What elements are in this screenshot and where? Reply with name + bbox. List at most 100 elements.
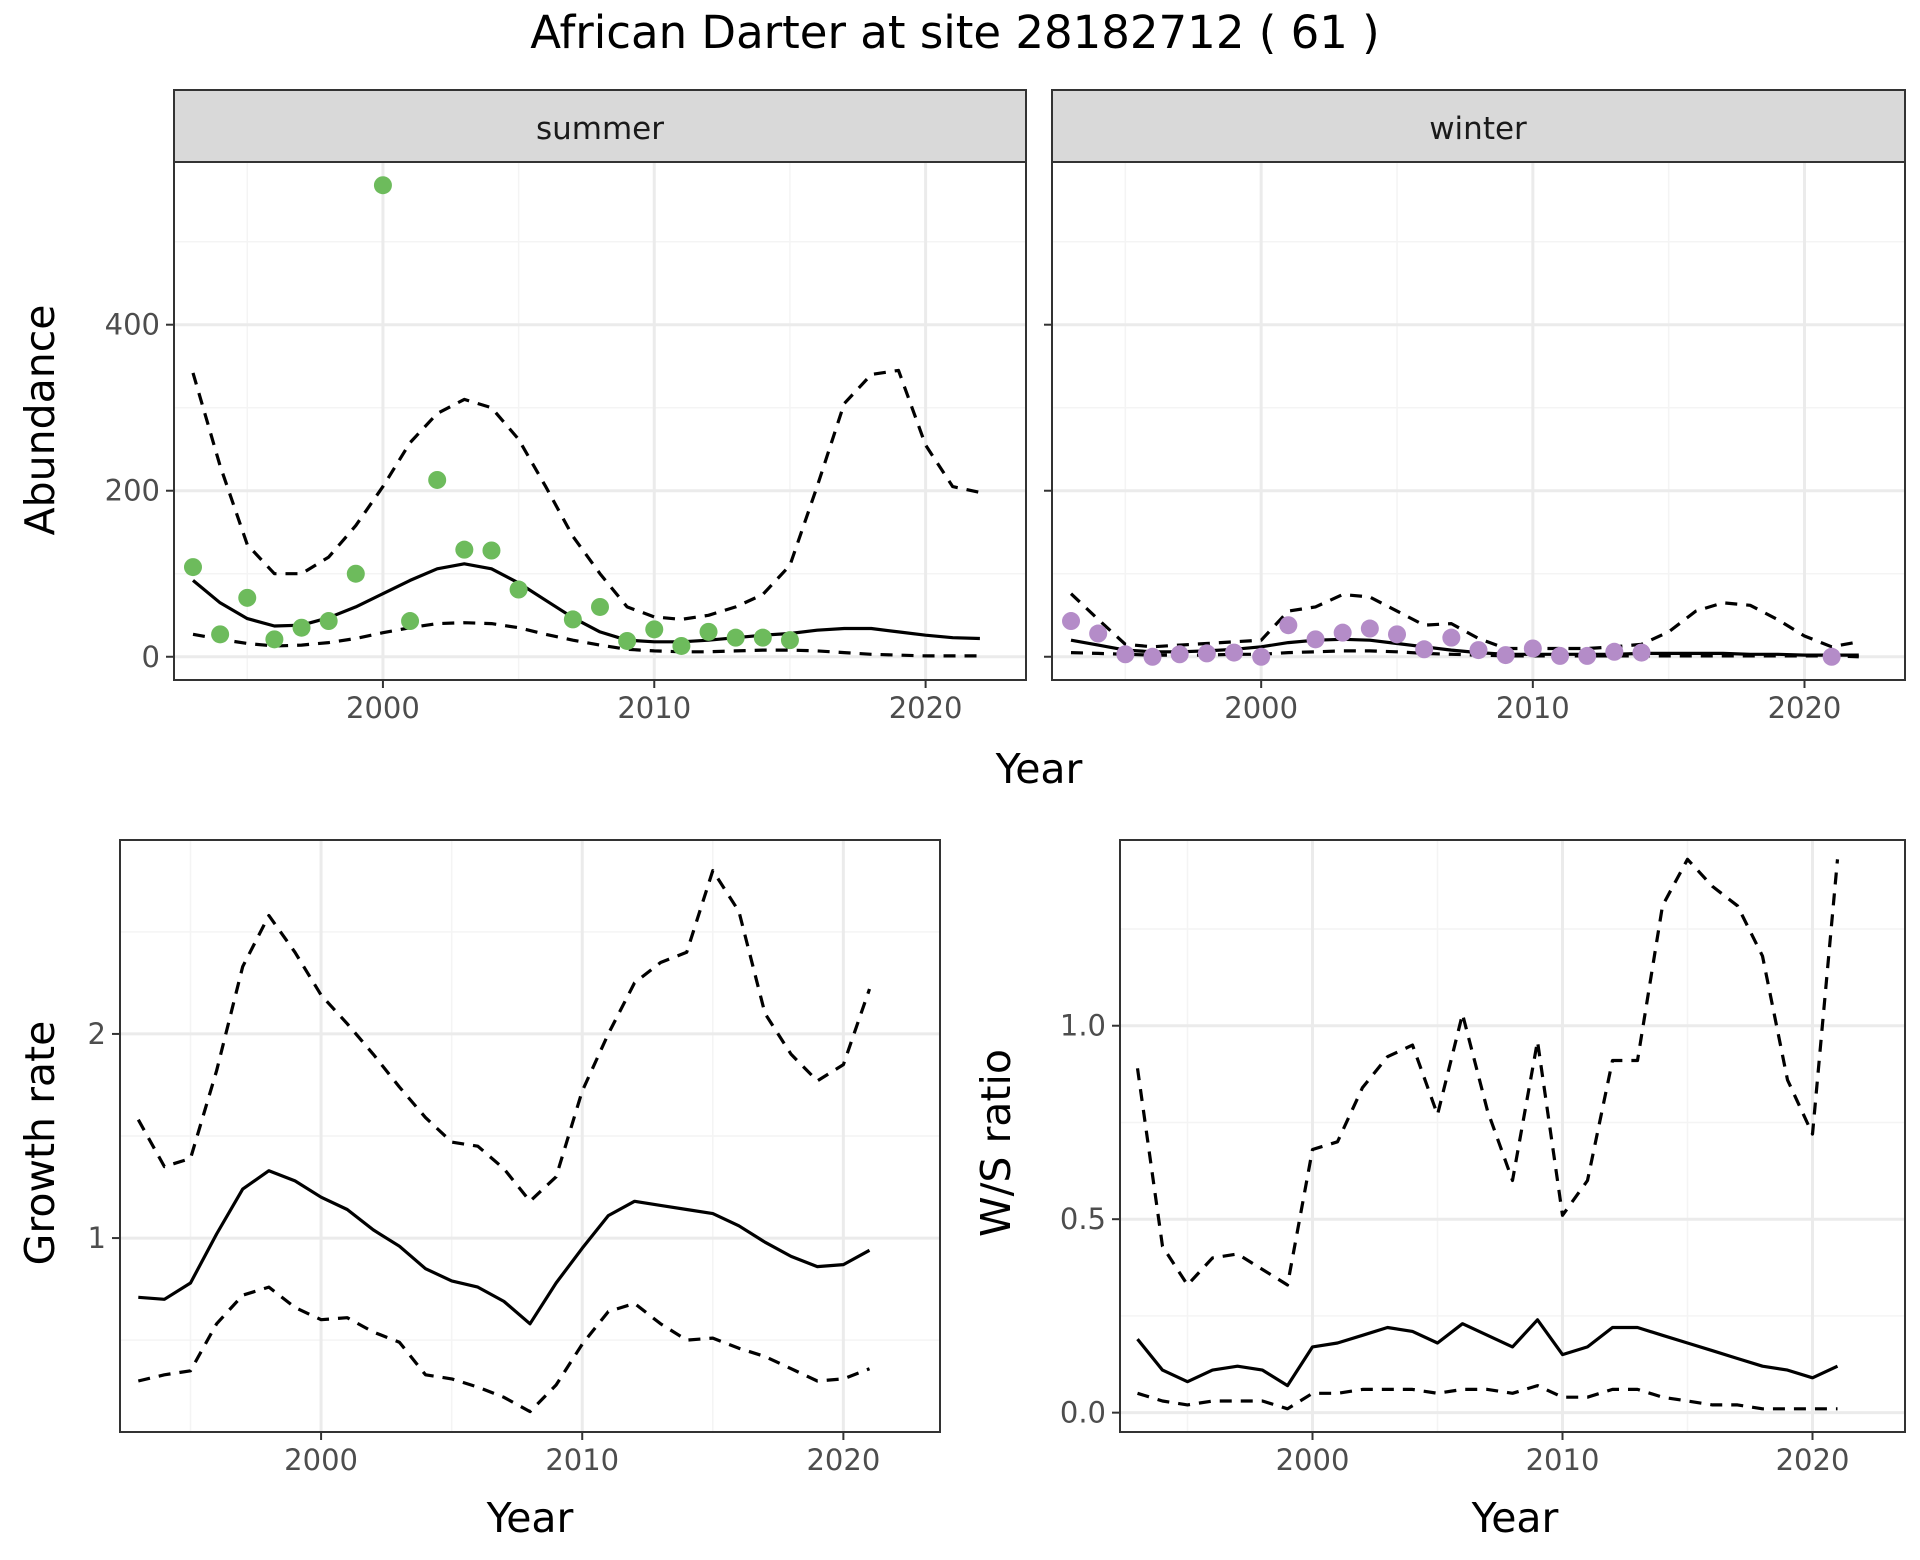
x-tick-label: 2020 (806, 1443, 880, 1477)
data-point-winter (1062, 612, 1081, 631)
data-point-summer (183, 558, 202, 577)
data-point-winter (1225, 643, 1244, 662)
data-point-winter (1197, 644, 1216, 663)
y-tick-label: 1 (88, 1221, 106, 1255)
data-point-winter (1252, 647, 1271, 666)
data-point-summer (563, 610, 582, 629)
data-point-summer (401, 612, 420, 631)
data-point-winter (1089, 624, 1108, 643)
series-layer (1069, 592, 1860, 659)
data-point-summer (591, 597, 609, 616)
data-point-summer (753, 628, 772, 647)
series-layer (136, 868, 872, 1414)
data-point-summer (455, 540, 474, 559)
y-axis-title-growth: Growth rate (16, 1021, 64, 1266)
data-point-summer (319, 612, 338, 631)
series-layer (1135, 857, 1840, 1411)
solid-trend-line (1070, 637, 1859, 657)
dashed-interval-line (191, 368, 981, 622)
data-point-winter (1496, 646, 1515, 665)
y-tick-label: 400 (105, 308, 160, 342)
strip-label-winter: winter (1429, 111, 1527, 147)
panel-ws-ratio: 2000 2010 2020 0.0 0.5 1.0 (1060, 839, 1906, 1477)
panel-border (173, 161, 1027, 681)
panel-abundance-winter: winter 2000 2010 2020 (1044, 89, 1906, 725)
dashed-interval-line (1135, 857, 1840, 1287)
solid-trend-line (191, 562, 980, 644)
x-tick-label: 2000 (1224, 691, 1298, 725)
data-point-winter (1333, 623, 1352, 642)
x-axis-title-ws: Year (1471, 1494, 1559, 1542)
series-layer (191, 368, 981, 658)
data-point-winter (1605, 642, 1624, 661)
x-tick-label: 2020 (1776, 1443, 1850, 1477)
x-tick-label: 2010 (1526, 1443, 1600, 1477)
x-tick-label: 2020 (1768, 691, 1842, 725)
data-point-winter (1116, 645, 1135, 664)
y-axis-title-abundance: Abundance (16, 305, 64, 536)
x-tick-label: 2020 (889, 691, 963, 725)
x-tick-label: 2010 (545, 1443, 619, 1477)
solid-trend-line (138, 1169, 871, 1326)
y-tick-label: 0 (142, 640, 160, 674)
data-point-winter (1469, 641, 1488, 660)
data-point-summer (292, 618, 311, 637)
data-point-summer (618, 631, 637, 650)
panel-border (1051, 161, 1906, 681)
strip-winter (1051, 89, 1906, 163)
data-point-winter (1442, 628, 1461, 647)
data-point-winter (1578, 646, 1597, 665)
data-point-summer (672, 636, 691, 655)
strip-label-summer: summer (536, 111, 664, 147)
data-point-winter (1415, 640, 1434, 659)
x-tick-label: 2000 (346, 691, 420, 725)
x-tick-label: 2000 (284, 1443, 358, 1477)
data-point-summer (699, 622, 718, 641)
panel-abundance-summer: summer 2000 2010 2020 0 200 400 (105, 89, 1027, 725)
data-point-winter (1632, 643, 1651, 662)
data-point-summer (211, 625, 230, 644)
y-tick-label: 200 (105, 474, 160, 508)
data-point-winter (1523, 639, 1542, 658)
x-axis-title-abundance: Year (995, 745, 1083, 793)
y-tick-label: 0.5 (1060, 1202, 1106, 1236)
data-point-summer (726, 628, 745, 647)
dashed-interval-line (1137, 1383, 1838, 1411)
x-axis-title-growth: Year (486, 1494, 574, 1542)
data-point-winter (1306, 630, 1325, 649)
data-point-summer (346, 564, 365, 583)
data-point-summer (780, 631, 799, 650)
y-tick-label: 0.0 (1060, 1396, 1106, 1430)
strip-summer (173, 89, 1027, 163)
dashed-interval-line (192, 621, 980, 658)
solid-trend-line (1136, 1318, 1839, 1388)
main-title: African Darter at site 28182712 ( 61 ) (530, 6, 1379, 59)
data-point-winter (1360, 619, 1379, 638)
data-point-winter (1388, 625, 1407, 644)
y-axis-title-ws: W/S ratio (972, 1049, 1020, 1237)
data-point-summer (373, 176, 392, 195)
panel-border (1119, 839, 1906, 1433)
data-point-summer (238, 588, 257, 607)
data-point-winter (1822, 647, 1841, 666)
y-tick-label: 1.0 (1060, 1009, 1106, 1043)
data-point-summer (265, 630, 284, 649)
data-point-winter (1143, 647, 1162, 666)
panel-border (119, 839, 941, 1433)
data-point-summer (428, 470, 447, 489)
data-point-winter (1170, 645, 1189, 664)
data-point-winter (1550, 646, 1569, 665)
dashed-interval-line (137, 1285, 871, 1414)
data-point-summer (482, 541, 501, 560)
data-point-summer (645, 620, 664, 639)
data-point-winter (1279, 616, 1298, 635)
y-tick-label: 2 (88, 1017, 106, 1051)
x-tick-label: 2010 (1496, 691, 1570, 725)
dashed-interval-line (1069, 592, 1860, 651)
x-tick-label: 2000 (1276, 1443, 1350, 1477)
panel-growth-rate: 2000 2010 2020 1 2 (88, 839, 941, 1477)
data-point-summer (509, 580, 528, 599)
x-tick-label: 2010 (617, 691, 691, 725)
dashed-interval-line (136, 868, 872, 1203)
